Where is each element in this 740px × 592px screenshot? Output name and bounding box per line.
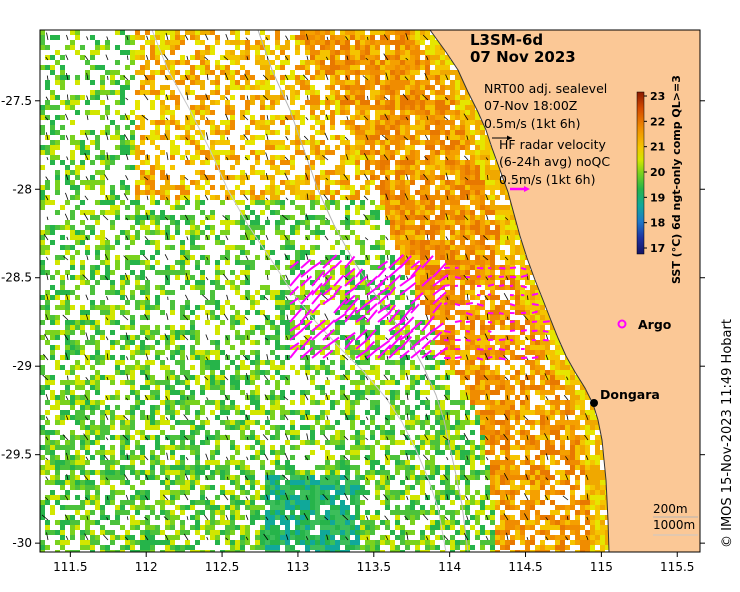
- argo-marker: [617, 319, 627, 329]
- radar-vectors: [289, 254, 550, 361]
- product-title: L3SM-6d: [470, 31, 543, 49]
- colorbar-tick-label: 17: [650, 242, 665, 255]
- x-tick-label: 114: [438, 560, 461, 574]
- sealevel-legend-line3: 0.5m/s (1kt 6h): [484, 116, 580, 131]
- x-tick-label: 114.5: [508, 560, 542, 574]
- credit-text: © IMOS 15-Nov-2023 11:49 Hobart: [720, 319, 735, 548]
- y-tick-label: -28.5: [1, 271, 32, 285]
- radar-legend-line2: (6-24h avg) noQC: [499, 154, 610, 169]
- colorbar: [636, 91, 645, 255]
- date-title: 07 Nov 2023: [470, 48, 576, 66]
- colorbar-tick-label: 20: [650, 166, 666, 179]
- dongara-marker: [590, 399, 598, 407]
- sst-cells: [40, 30, 610, 552]
- land-mass: [429, 30, 700, 552]
- x-tick-label: 112.5: [205, 560, 239, 574]
- colorbar-ticks: 23 22 21 20 19 18 17: [644, 90, 666, 255]
- colorbar-label: SST (°C) 6d ngt-only comp QL>=3: [670, 75, 683, 284]
- sealevel-legend-line2: 07-Nov 18:00Z: [484, 98, 577, 113]
- dongara-label: Dongara: [600, 387, 660, 402]
- colorbar-tick-label: 19: [650, 191, 665, 204]
- x-tick-label: 113: [286, 560, 309, 574]
- radar-legend-arrowhead: [524, 186, 530, 192]
- y-tick-label: -27.5: [1, 94, 32, 108]
- sealevel-legend-line1: NRT00 adj. sealevel: [484, 81, 607, 96]
- plot-frame: [39, 29, 701, 553]
- sealevel-legend-arrowhead: [507, 135, 512, 141]
- argo-label: Argo: [638, 317, 672, 332]
- y-axis: -27.5 -28 -28.5 -29 -29.5 -30: [1, 94, 705, 550]
- y-tick-label: -29: [12, 359, 32, 373]
- radar-legend-line3: 0.5m/s (1kt 6h): [499, 172, 595, 187]
- colorbar-tick-label: 23: [650, 90, 665, 103]
- y-tick-label: -30: [12, 536, 32, 550]
- isobath-1000m: [151, 30, 447, 552]
- colorbar-tick-label: 21: [650, 141, 665, 154]
- x-axis: 111.5 112 112.5 113 113.5 114 114.5 115 115.5: [53, 552, 694, 574]
- sealevel-vectors: [41, 32, 589, 541]
- y-tick-label: -28: [12, 182, 32, 196]
- x-tick-label: 115: [590, 560, 613, 574]
- x-tick-label: 111.5: [53, 560, 87, 574]
- x-tick-label: 115.5: [660, 560, 694, 574]
- colorbar-tick-label: 18: [650, 217, 665, 230]
- colorbar-tick-label: 22: [650, 115, 665, 128]
- x-tick-label: 113.5: [357, 560, 391, 574]
- contour-1000m-label: 1000m: [653, 518, 695, 532]
- radar-legend-line1: HF radar velocity: [499, 137, 607, 152]
- y-tick-label: -29.5: [1, 448, 32, 462]
- x-tick-label: 112: [135, 560, 158, 574]
- contour-200m-label: 200m: [653, 502, 688, 516]
